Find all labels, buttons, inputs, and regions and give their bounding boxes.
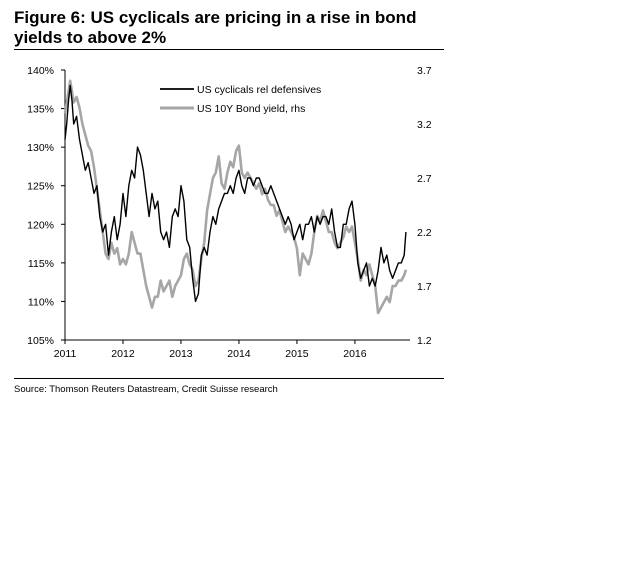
y-left-tick-label: 115%	[28, 258, 54, 270]
x-tick-label: 2012	[111, 348, 135, 360]
x-tick-label: 2011	[54, 348, 77, 360]
chart-legend: US cyclicals rel defensives US 10Y Bond y…	[160, 84, 321, 115]
figure-title: Figure 6: US cyclicals are pricing in a …	[14, 8, 417, 47]
title-rule	[14, 49, 444, 50]
chart-axes: 105% 110% 115% 120% 125% 130% 135% 140% 1.2 1.7 2.…	[27, 65, 432, 360]
y-left-tick-label: 105%	[27, 335, 54, 347]
y-left-tick-label: 125%	[27, 181, 54, 193]
y-right-tick-label: 1.7	[417, 281, 432, 293]
x-tick-label: 2014	[227, 348, 251, 360]
source-note: Source: Thomson Reuters Datastream, Cred…	[14, 384, 278, 395]
y-right-tick-label: 3.2	[417, 119, 432, 131]
chart-series	[63, 79, 408, 315]
line-chart: 105% 110% 115% 120% 125% 130% 135% 140% 1.2 1.7 2.…	[27, 65, 432, 360]
y-right-tick-label: 2.7	[417, 173, 432, 185]
legend-label: US 10Y Bond yield, rhs	[197, 103, 305, 115]
series-line-bond-yield	[63, 79, 408, 315]
y-left-tick-label: 120%	[27, 219, 54, 231]
y-left-tick-label: 135%	[27, 104, 54, 116]
source-rule	[14, 378, 444, 379]
y-left-tick-label: 130%	[27, 142, 54, 154]
y-right-tick-label: 3.7	[417, 65, 432, 77]
x-tick-label: 2015	[285, 348, 309, 360]
y-left-tick-label: 140%	[27, 65, 54, 77]
y-right-tick-label: 2.2	[417, 227, 432, 239]
y-left-tick-label: 110%	[28, 296, 54, 308]
x-tick-label: 2016	[343, 348, 367, 360]
legend-label: US cyclicals rel defensives	[197, 84, 321, 96]
series-line-cyclicals	[64, 84, 407, 303]
y-right-tick-label: 1.2	[417, 335, 432, 347]
x-tick-label: 2013	[169, 348, 193, 360]
